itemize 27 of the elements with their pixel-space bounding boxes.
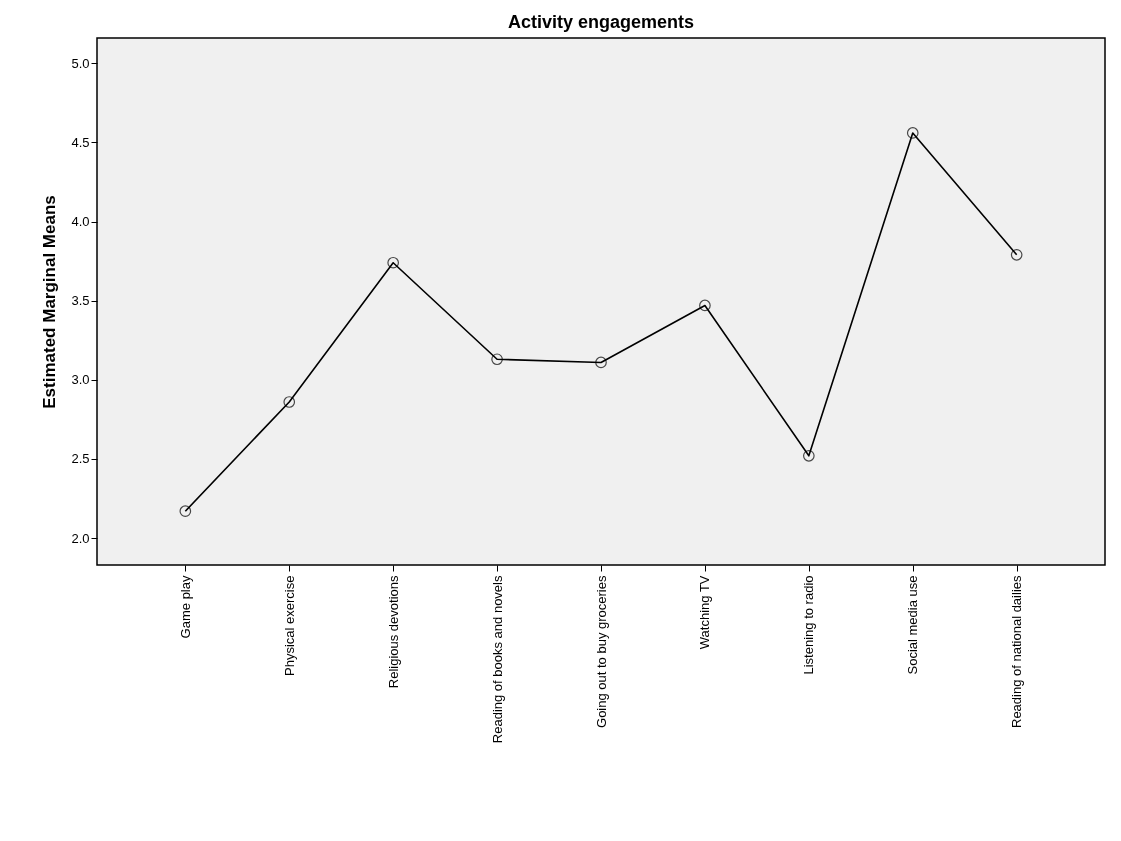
x-tick-label: Physical exercise xyxy=(281,575,297,676)
point xyxy=(595,356,607,369)
y-tick-label: 3.0 xyxy=(71,372,90,388)
x-tick-label: Reading of national dailies xyxy=(1009,575,1025,728)
y-axis-title: Estimated Marginal Means xyxy=(40,195,60,409)
x-tick-label: Religious devotions xyxy=(385,575,401,689)
chart-title: Activity engagements xyxy=(507,12,695,32)
x-tick-label: Listening to radio xyxy=(801,575,817,675)
point xyxy=(179,505,192,518)
y-tick-label: 4.0 xyxy=(71,214,90,230)
y-tick-label: 4.5 xyxy=(71,134,90,150)
y-tick-label: 3.5 xyxy=(71,293,90,309)
x-tick-label: Social media use xyxy=(905,575,921,675)
point xyxy=(283,396,296,408)
point xyxy=(699,299,711,312)
point xyxy=(491,353,503,366)
x-tick-label: Game play xyxy=(177,575,193,639)
y-tick-label: 5.0 xyxy=(71,55,90,71)
y-tick-label: 2.0 xyxy=(71,530,90,546)
x-tick-label: Going out to buy groceries xyxy=(593,575,609,728)
point xyxy=(387,256,400,269)
x-tick-label: Watching TV xyxy=(697,575,713,650)
point xyxy=(1010,248,1023,261)
point xyxy=(802,449,815,462)
x-tick-label: Reading of books and novels xyxy=(489,575,505,744)
point xyxy=(906,127,919,139)
y-tick-label: 2.5 xyxy=(71,451,90,467)
